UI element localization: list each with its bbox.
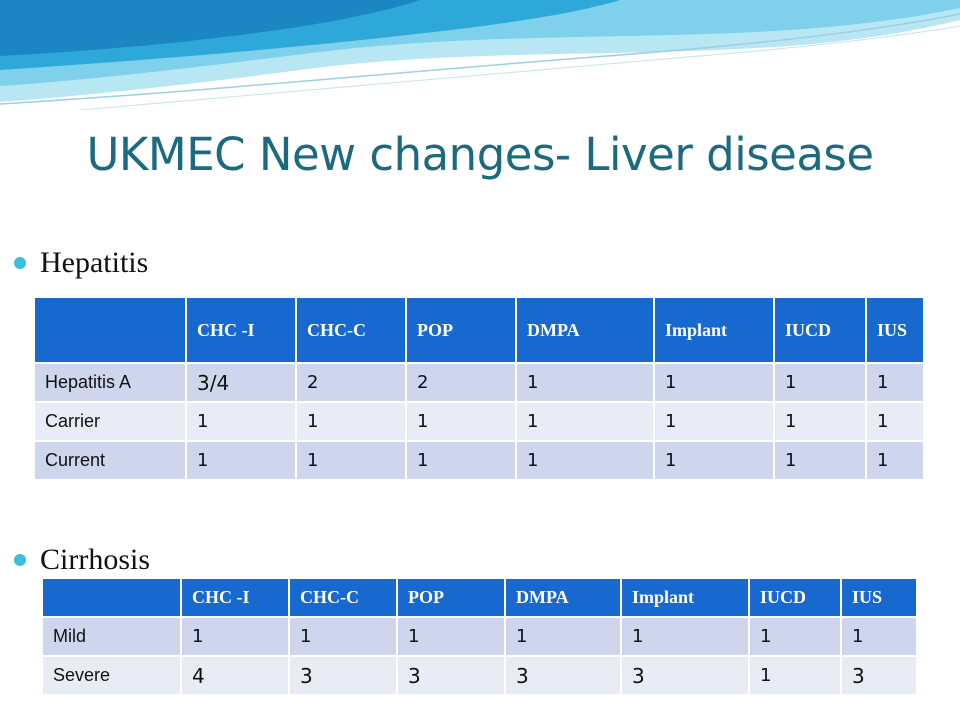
header-wave-decoration — [0, 0, 960, 110]
bullet-hepatitis: Hepatitis — [14, 246, 148, 280]
table-cell: 1 — [654, 440, 775, 479]
table-cell: 2 — [406, 362, 517, 402]
table-cell: 1 — [186, 401, 297, 441]
table-cell: 2 — [296, 362, 407, 402]
table-cell: 1 — [289, 616, 398, 656]
table-cell: 1 — [774, 401, 867, 441]
column-header: IUCD — [749, 579, 842, 617]
table-row: Mild 1 1 1 1 1 1 1 — [43, 616, 918, 656]
row-label: Hepatitis A — [35, 362, 187, 402]
column-header: CHC -I — [181, 579, 290, 617]
column-header — [35, 298, 187, 363]
row-label: Current — [35, 440, 187, 479]
row-label: Carrier — [35, 401, 187, 441]
row-label: Severe — [43, 655, 182, 694]
table-cell: 1 — [406, 440, 517, 479]
table-cell: 1 — [749, 616, 842, 656]
column-header: POP — [397, 579, 506, 617]
cirrhosis-table: CHC -I CHC-C POP DMPA Implant IUCD IUS M… — [43, 579, 918, 694]
table-cell: 1 — [866, 440, 925, 479]
table-row: Carrier 1 1 1 1 1 1 1 — [35, 401, 925, 441]
table-header-row: CHC -I CHC-C POP DMPA Implant IUCD IUS — [35, 298, 925, 363]
table-header-row: CHC -I CHC-C POP DMPA Implant IUCD IUS — [43, 579, 918, 617]
hepatitis-table: CHC -I CHC-C POP DMPA Implant IUCD IUS H… — [35, 298, 925, 479]
column-header: Implant — [654, 298, 775, 363]
table-row: Current 1 1 1 1 1 1 1 — [35, 440, 925, 479]
table-cell: 1 — [841, 616, 918, 656]
table-cell: 1 — [397, 616, 506, 656]
column-header — [43, 579, 182, 617]
table-cell: 1 — [296, 440, 407, 479]
table-cell: 3 — [289, 655, 398, 694]
bullet-cirrhosis: Cirrhosis — [14, 543, 150, 577]
table-cell: 3 — [621, 655, 750, 694]
bullet-dot-icon — [14, 554, 26, 566]
bullet-dot-icon — [14, 257, 26, 269]
table-cell: 1 — [774, 362, 867, 402]
table-row: Hepatitis A 3/4 2 2 1 1 1 1 — [35, 362, 925, 402]
column-header: DMPA — [505, 579, 622, 617]
table-cell: 3/4 — [186, 362, 297, 402]
table-cell: 1 — [505, 616, 622, 656]
table-cell: 1 — [621, 616, 750, 656]
column-header: Implant — [621, 579, 750, 617]
table-cell: 1 — [654, 401, 775, 441]
column-header: CHC -I — [186, 298, 297, 363]
page-title: UKMEC New changes- Liver disease — [86, 128, 874, 181]
table-row: Severe 4 3 3 3 3 1 3 — [43, 655, 918, 694]
table-cell: 1 — [186, 440, 297, 479]
column-header: IUS — [866, 298, 925, 363]
column-header: IUCD — [774, 298, 867, 363]
table-cell: 1 — [406, 401, 517, 441]
row-label: Mild — [43, 616, 182, 656]
column-header: IUS — [841, 579, 918, 617]
section-heading-cirrhosis: Cirrhosis — [40, 543, 151, 576]
table-cell: 1 — [516, 362, 655, 402]
table-cell: 1 — [866, 401, 925, 441]
column-header: CHC-C — [296, 298, 407, 363]
table-cell: 1 — [774, 440, 867, 479]
table-cell: 3 — [505, 655, 622, 694]
table-cell: 1 — [516, 401, 655, 441]
table-cell: 1 — [866, 362, 925, 402]
table-cell: 1 — [516, 440, 655, 479]
section-heading-hepatitis: Hepatitis — [40, 246, 149, 279]
column-header: POP — [406, 298, 517, 363]
table-cell: 1 — [749, 655, 842, 694]
column-header: DMPA — [516, 298, 655, 363]
table-cell: 3 — [397, 655, 506, 694]
column-header: CHC-C — [289, 579, 398, 617]
table-cell: 1 — [181, 616, 290, 656]
table-cell: 3 — [841, 655, 918, 694]
table-cell: 4 — [181, 655, 290, 694]
table-cell: 1 — [654, 362, 775, 402]
table-cell: 1 — [296, 401, 407, 441]
